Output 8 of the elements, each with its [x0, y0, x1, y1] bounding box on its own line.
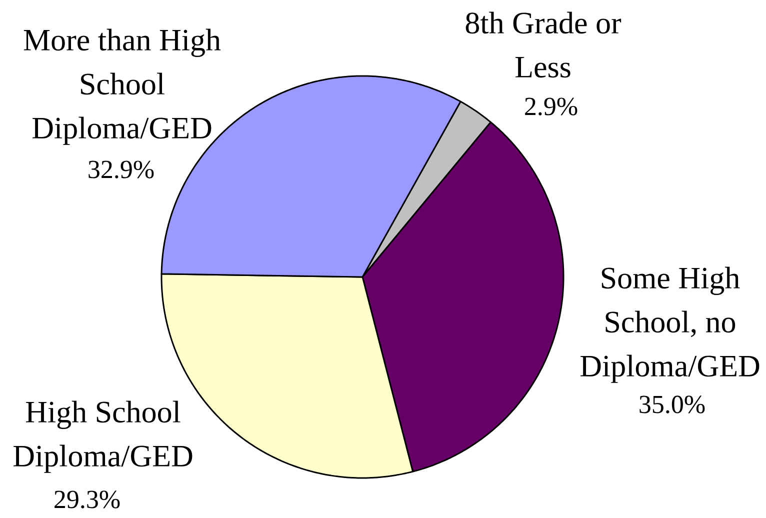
slice-label: More than High School Diploma/GED [24, 28, 221, 145]
data-label: 2.9% [525, 98, 578, 116]
slice-label: High School Diploma/GED [13, 400, 192, 473]
data-label: 29.3% [54, 490, 120, 508]
data-label: 35.0% [640, 396, 705, 414]
slice-label: Some High School, no Diploma/GED [580, 266, 760, 383]
data-label: 32.9% [88, 160, 154, 178]
slice-label: 8th Grade or Less [466, 12, 622, 78]
